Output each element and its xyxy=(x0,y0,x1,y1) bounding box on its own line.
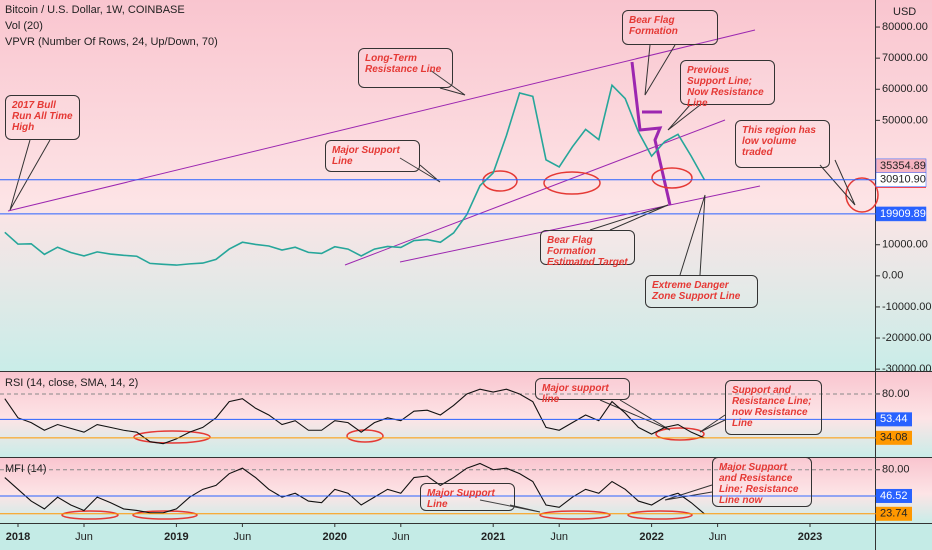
x-tick-label: 2019 xyxy=(164,531,188,543)
highlight xyxy=(543,171,601,195)
x-tick-label: 2021 xyxy=(481,531,505,543)
x-tick-label: Jun xyxy=(550,531,568,543)
highlight xyxy=(627,510,693,520)
value-label: 34.08 xyxy=(880,432,908,444)
price-label: 19909.89 xyxy=(880,208,926,220)
x-tick-label: 2023 xyxy=(798,531,822,543)
x-tick-label: 2020 xyxy=(323,531,347,543)
annotation: This region has low volume traded xyxy=(735,120,830,168)
x-tick-label: Jun xyxy=(234,531,252,543)
y-tick-label: -10000.00 xyxy=(882,301,932,313)
highlight xyxy=(651,167,693,189)
bear-flag xyxy=(630,61,672,206)
indicator-label: RSI (14, close, SMA, 14, 2) xyxy=(5,377,139,389)
danger-trendline xyxy=(399,185,761,263)
price-label: 35354.89 xyxy=(880,160,926,172)
x-tick-label: 2022 xyxy=(639,531,663,543)
annotation: Long-Term Resistance Line xyxy=(358,48,453,88)
time-axis xyxy=(0,523,932,550)
x-tick-label: 2018 xyxy=(6,531,30,543)
title: Bitcoin / U.S. Dollar, 1W, COINBASE xyxy=(5,4,185,16)
value-label-bg xyxy=(876,488,912,503)
y-tick-label: 0.00 xyxy=(882,270,903,282)
y-tick-label: 80000.00 xyxy=(882,21,928,33)
highlight xyxy=(482,170,518,192)
y-tick-label: 10000.00 xyxy=(882,239,928,251)
value-label-bg xyxy=(876,506,912,521)
y-tick-label: -20000.00 xyxy=(882,332,932,344)
annotation: Support and Resistance Line; now Resista… xyxy=(725,380,822,435)
value-label-bg xyxy=(876,430,912,445)
highlight xyxy=(61,510,119,520)
indicator-label: VPVR (Number Of Rows, 24, Up/Down, 70) xyxy=(5,36,218,48)
currency: USD xyxy=(893,6,917,18)
indicator-label: MFI (14) xyxy=(5,463,47,475)
annotation: Bear Flag Formation Estimated Target xyxy=(540,230,635,268)
indicator-line xyxy=(4,462,705,515)
x-tick-label: Jun xyxy=(709,531,727,543)
value-label-bg xyxy=(876,412,912,427)
y-tick-label: 50000.00 xyxy=(882,114,928,126)
x-tick-label: Jun xyxy=(392,531,410,543)
y-tick-label: 80.00 xyxy=(882,464,910,476)
highlight xyxy=(539,510,611,520)
annotation: Major Support Line xyxy=(325,140,420,172)
x-tick-label: Jun xyxy=(75,531,93,543)
price-line xyxy=(4,83,706,266)
highlight xyxy=(133,430,211,444)
y-tick-label: 80.00 xyxy=(882,388,910,400)
annotation: 2017 Bull Run All Time High xyxy=(5,95,80,140)
value-label: 46.52 xyxy=(880,490,908,502)
y-tick-label: -30000.00 xyxy=(882,363,932,375)
annotation: Major support line xyxy=(535,378,630,405)
annotation: Bear Flag Formation xyxy=(622,10,718,45)
highlight xyxy=(132,510,198,520)
price-panel xyxy=(0,0,932,371)
resistance-trendline xyxy=(7,29,756,212)
y-tick-label: 60000.00 xyxy=(882,83,928,95)
highlight xyxy=(655,427,705,441)
value-label: 23.74 xyxy=(880,508,908,520)
callout-pointers xyxy=(9,44,856,513)
indicator-line xyxy=(4,388,705,445)
value-label: 53.44 xyxy=(880,413,908,425)
annotation: Major Support Line xyxy=(420,483,515,511)
annotation: Extreme Danger Zone Support Line xyxy=(645,275,758,308)
price-label-bg xyxy=(875,172,927,187)
annotation: Major Support and Resistance Line; Resis… xyxy=(712,457,812,507)
price-label-bg xyxy=(875,206,927,222)
indicator-label: Vol (20) xyxy=(5,20,43,32)
price-label: 30910.90 xyxy=(880,174,926,186)
y-tick-label: 70000.00 xyxy=(882,52,928,64)
annotation: Previous Support Line; Now Resistance Li… xyxy=(680,60,775,109)
